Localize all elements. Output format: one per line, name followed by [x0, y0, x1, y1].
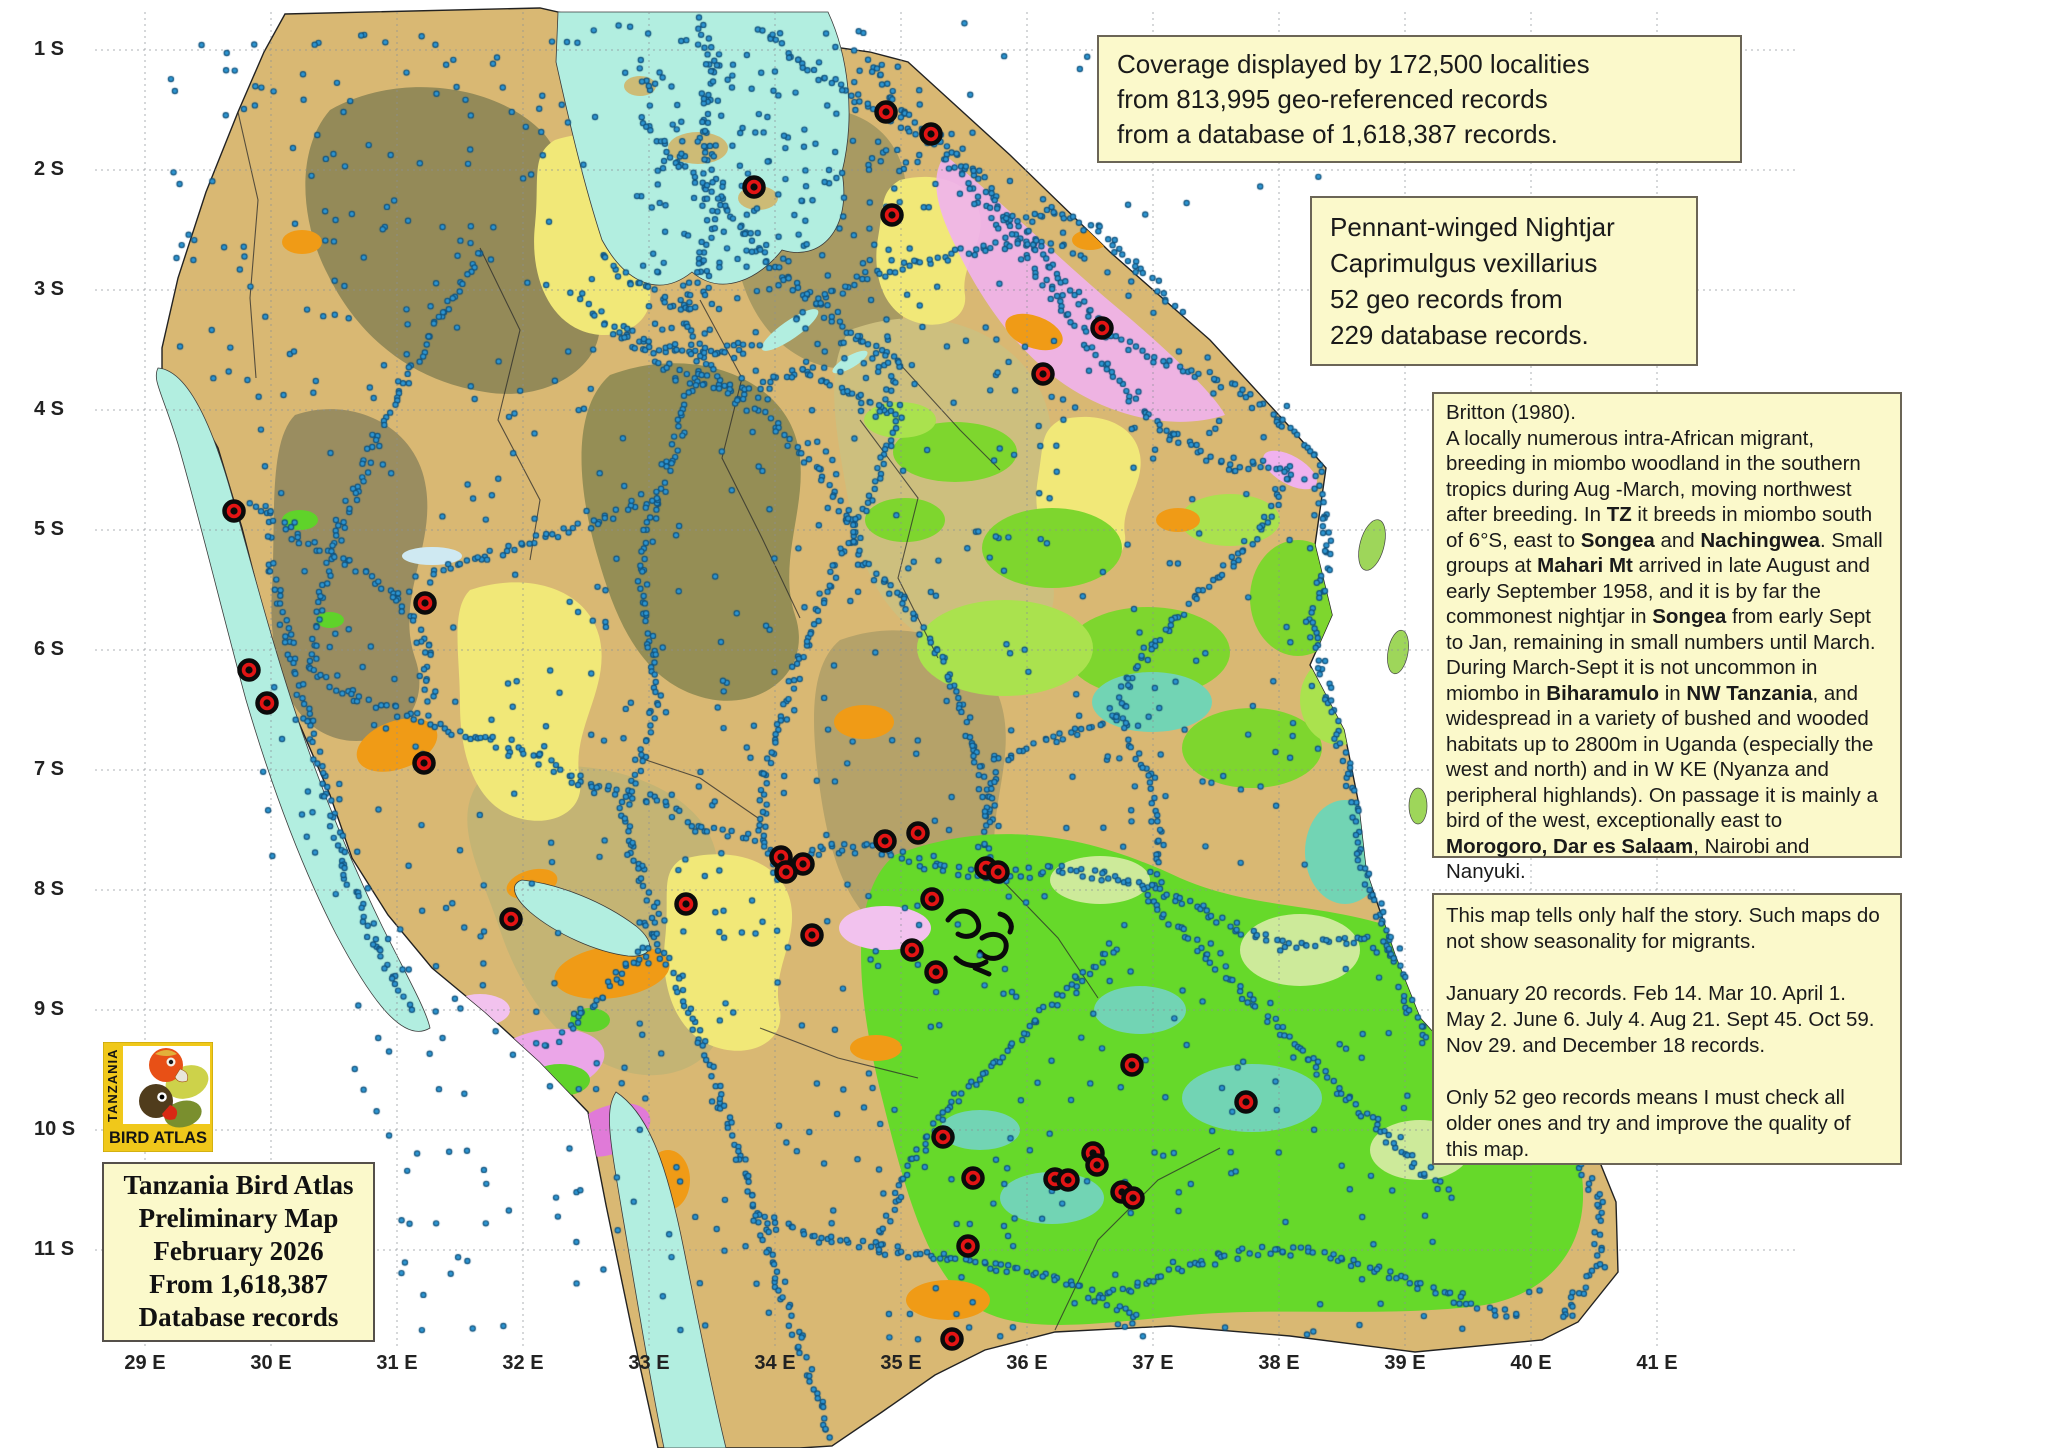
record-marker [222, 499, 246, 523]
record-marker [1056, 1168, 1080, 1192]
lat-label: 8 S [34, 878, 65, 900]
record-marker [940, 1327, 964, 1351]
lon-label: 39 E [1384, 1352, 1426, 1374]
record-marker [742, 175, 766, 199]
record-marker [874, 100, 898, 124]
lon-label: 38 E [1258, 1352, 1300, 1374]
lon-label: 31 E [376, 1352, 418, 1374]
lon-label: 40 E [1510, 1352, 1552, 1374]
lat-label: 3 S [34, 278, 65, 300]
lon-label: 37 E [1132, 1352, 1174, 1374]
credit-line: From 1,618,387 [149, 1269, 328, 1299]
lon-label: 35 E [880, 1352, 922, 1374]
lat-label: 5 S [34, 518, 65, 540]
lon-label: 30 E [250, 1352, 292, 1374]
lat-label: 4 S [34, 398, 65, 420]
lon-label: 41 E [1636, 1352, 1678, 1374]
lat-label: 11 S [34, 1238, 75, 1260]
logo-vertical-text: TANZANIA [105, 1049, 120, 1122]
record-marker [931, 1125, 955, 1149]
record-marker [961, 1166, 985, 1190]
record-marker [900, 938, 924, 962]
credit-box: Tanzania Bird Atlas Preliminary Map Febr… [102, 1162, 375, 1342]
record-marker [499, 907, 523, 931]
record-marker [1120, 1053, 1144, 1077]
lon-label: 36 E [1006, 1352, 1048, 1374]
lat-label: 2 S [34, 158, 65, 180]
species-common-name: Pennant-winged Nightjar [1330, 212, 1615, 242]
record-marker [873, 829, 897, 853]
coverage-line: Coverage displayed by 172,500 localities [1117, 49, 1590, 79]
record-marker [800, 923, 824, 947]
record-marker [986, 860, 1010, 884]
record-marker [774, 860, 798, 884]
credit-line: Database records [138, 1302, 339, 1332]
record-marker [1090, 316, 1114, 340]
seasonality-paragraph: This map tells only half the story. Such… [1446, 904, 1880, 953]
britton-citation-note: Britton (1980). A locally numerous intra-… [1432, 392, 1902, 883]
coverage-line: from 813,995 geo-referenced records [1117, 84, 1548, 114]
lat-label: 10 S [34, 1118, 76, 1140]
record-marker [880, 203, 904, 227]
record-marker [919, 122, 943, 146]
lat-label: 9 S [34, 998, 65, 1020]
monthly-records-paragraph: January 20 records. Feb 14. Mar 10. Apri… [1446, 982, 1875, 1057]
quality-paragraph: Only 52 geo records means I must check a… [1446, 1086, 1851, 1161]
record-marker [255, 691, 279, 715]
lon-label: 29 E [124, 1352, 166, 1374]
record-marker [674, 892, 698, 916]
species-scientific-name: Caprimulgus vexillarius [1330, 248, 1598, 278]
coverage-line: from a database of 1,618,387 records. [1117, 119, 1558, 149]
coverage-note: Coverage displayed by 172,500 localities… [1097, 35, 1742, 163]
record-marker [1234, 1090, 1258, 1114]
record-marker [237, 658, 261, 682]
record-marker [906, 821, 930, 845]
credit-line: February 2026 [153, 1236, 324, 1266]
lovebirds-illustration [139, 1048, 209, 1128]
record-marker [413, 591, 437, 615]
lon-label: 32 E [502, 1352, 544, 1374]
credit-line: Preliminary Map [138, 1203, 339, 1233]
record-marker [924, 960, 948, 984]
record-marker [920, 887, 944, 911]
species-database-records: 229 database records. [1330, 320, 1589, 350]
record-marker [412, 751, 436, 775]
record-marker [1085, 1153, 1109, 1177]
species-geo-records: 52 geo records from [1330, 284, 1563, 314]
species-note: Pennant-winged Nightjar Caprimulgus vexi… [1310, 196, 1698, 366]
logo-band-text: BIRD ATLAS [109, 1129, 207, 1147]
credit-line: Tanzania Bird Atlas [123, 1170, 354, 1200]
record-marker [1121, 1186, 1145, 1210]
lon-label: 33 E [628, 1352, 670, 1374]
record-marker [956, 1234, 980, 1258]
bird-atlas-logo: TANZANIA BIRD ATLAS [102, 1041, 214, 1153]
lat-label: 7 S [34, 758, 65, 780]
record-marker [1031, 362, 1055, 386]
lat-label: 1 S [34, 38, 65, 60]
lon-label: 34 E [754, 1352, 796, 1374]
lat-label: 6 S [34, 638, 65, 660]
seasonality-note: This map tells only half the story. Such… [1432, 893, 1902, 1165]
